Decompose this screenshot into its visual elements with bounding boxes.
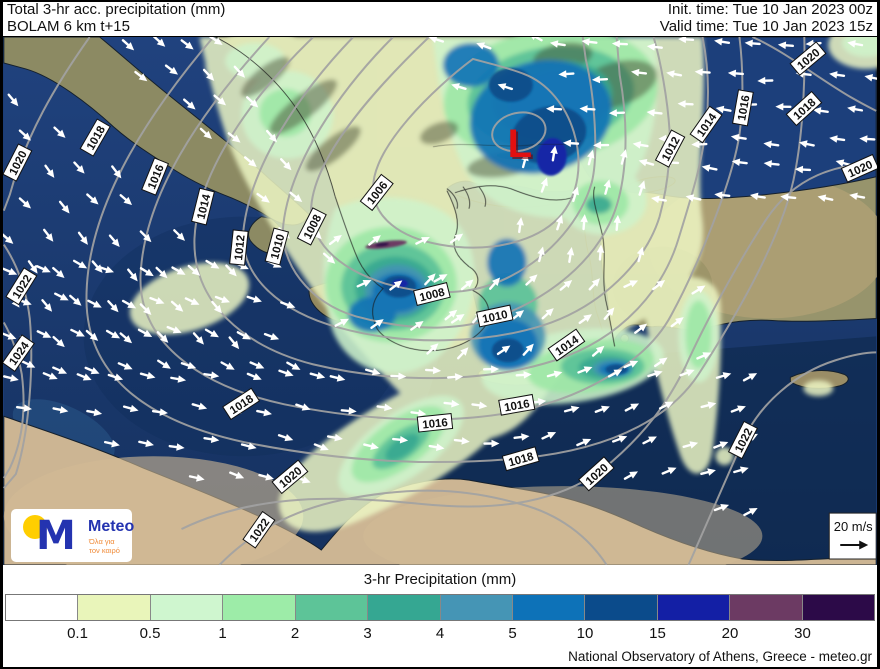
legend-tick: 0.1	[67, 625, 88, 642]
svg-text:1016: 1016	[422, 417, 449, 432]
isobar-label: 1016	[732, 89, 754, 127]
legend-colorbar	[5, 594, 875, 621]
attribution: National Observatory of Athens, Greece -…	[568, 649, 872, 664]
model-run-label: BOLAM 6 km t+15	[7, 17, 130, 35]
legend-tick: 30	[794, 625, 811, 642]
legend-tick: 15	[649, 625, 666, 642]
legend-swatch	[295, 595, 369, 620]
legend-tick: 1	[218, 625, 227, 642]
legend-tick: 4	[435, 625, 445, 642]
legend-swatch	[6, 595, 79, 620]
isobar-label: 1010	[476, 304, 514, 328]
logo-sun-icon	[23, 515, 47, 539]
isobar-label: 1018	[501, 446, 540, 472]
legend-tick: 0.5	[139, 625, 161, 642]
header-right: Init. time: Tue 10 Jan 2023 00z Valid ti…	[659, 1, 873, 35]
legend-panel: 3-hr Precipitation (mm) 0.1 0.5 1 2 3 4 5 10 15 2…	[3, 565, 877, 667]
valid-time: Valid time: Tue 10 Jan 2023 15z	[659, 17, 873, 35]
logo-tagline: Όλα για τον καιρό	[89, 537, 120, 555]
header-bar: Total 3-hr acc. precipitation (mm) BOLAM…	[3, 1, 877, 37]
isobar-label: 1008	[413, 282, 451, 307]
isobar-label: 1020	[2, 143, 33, 182]
legend-swatch	[223, 595, 296, 620]
header-left: Total 3-hr acc. precipitation (mm) BOLAM…	[7, 1, 226, 35]
isobar-label: 1016	[498, 393, 536, 416]
legend-tick: 10	[576, 625, 594, 642]
init-time: Init. time: Tue 10 Jan 2023 00z	[667, 1, 873, 18]
svg-text:1012: 1012	[233, 234, 248, 261]
svg-text:1016: 1016	[736, 94, 752, 121]
low-pressure-shadow: L	[510, 124, 534, 168]
legend-swatch	[150, 595, 224, 620]
legend-title: 3-hr Precipitation (mm)	[363, 571, 517, 588]
legend-tick: 20	[721, 625, 739, 642]
legend-swatch	[585, 595, 658, 620]
wind-scale-box: 20 m/s	[828, 512, 877, 560]
legend-swatch	[802, 595, 875, 620]
coastlines	[215, 36, 616, 352]
wind-scale-arrow-icon	[859, 540, 869, 550]
legend-swatch	[368, 595, 441, 620]
isobar-label: 1014	[689, 105, 723, 144]
product-title: Total 3-hr acc. precipitation (mm)	[7, 1, 226, 18]
logo-m-icon: M	[36, 513, 76, 559]
svg-text:1010: 1010	[481, 309, 508, 326]
wind-scale-label: 20 m/s	[834, 519, 873, 534]
svg-text:1016: 1016	[503, 398, 530, 414]
map-canvas: 1020 1018 1016 1014 1012 1010 1008 1006 1022 1024…	[0, 21, 880, 586]
isobar-label: 1010	[264, 227, 290, 266]
meteo-logo: M Meteo Όλα για τον καιρό	[11, 509, 135, 562]
logo-brand: Meteo	[88, 518, 135, 535]
isobar-label: 1014	[190, 187, 215, 226]
legend-swatch	[440, 595, 513, 620]
legend-tick: 2	[290, 625, 300, 642]
legend-swatch	[512, 595, 586, 620]
low-pressure-marker: L	[508, 122, 532, 166]
legend-swatch	[730, 595, 803, 620]
legend-swatch	[78, 595, 151, 620]
legend-tick: 5	[508, 625, 517, 642]
isobar-label: 1016	[416, 413, 454, 433]
legend-tick: 3	[363, 625, 372, 642]
legend-swatch	[657, 595, 731, 620]
isobar-label: 1012	[229, 229, 249, 266]
isobar-label: 1006	[359, 173, 394, 212]
legend-labels: 0.1 0.5 1 2 3 4 5 10 15 20 30	[5, 625, 875, 645]
